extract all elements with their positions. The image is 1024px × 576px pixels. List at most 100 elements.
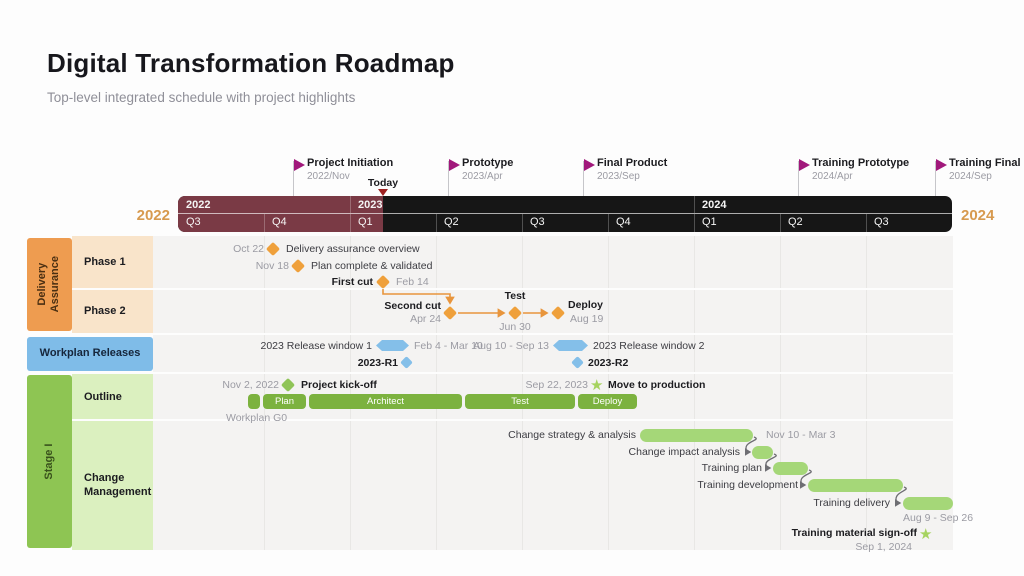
flag-date: 2022/Nov bbox=[307, 171, 350, 182]
release-window-range: Aug 10 - Sep 13 bbox=[473, 340, 549, 352]
stage1-label-column bbox=[72, 374, 153, 550]
flag-pole bbox=[798, 161, 799, 196]
task-bar[interactable] bbox=[903, 497, 953, 510]
today-label: Today bbox=[367, 177, 399, 189]
quarter-separator bbox=[608, 214, 609, 232]
flag-pole bbox=[583, 161, 584, 196]
row-label-change-mgmt: Change Management bbox=[84, 472, 152, 499]
group-workplan-label: Workplan Releases bbox=[39, 347, 141, 360]
release-milestone-label: 2023-R2 bbox=[588, 357, 629, 369]
gridline bbox=[264, 236, 265, 550]
flag-date: 2024/Apr bbox=[812, 171, 853, 182]
quarter-separator bbox=[780, 214, 781, 232]
flag-icon[interactable] bbox=[936, 159, 947, 171]
row-divider bbox=[72, 288, 953, 290]
page-title: Digital Transformation Roadmap bbox=[47, 48, 455, 78]
year-label: 2023 bbox=[358, 199, 383, 211]
quarter-separator bbox=[350, 214, 351, 232]
task-bar[interactable]: Architect bbox=[309, 394, 462, 409]
task-label: Training delivery bbox=[813, 497, 890, 509]
gridline bbox=[694, 236, 695, 550]
task-range: Aug 9 - Sep 26 bbox=[903, 512, 974, 524]
release-window-range: Feb 4 - Mar 10 bbox=[414, 340, 483, 352]
flag-icon[interactable] bbox=[799, 159, 810, 171]
gridline bbox=[436, 236, 437, 550]
task-label: Workplan G0 bbox=[226, 412, 288, 424]
timeline-elapsed-band bbox=[178, 196, 383, 232]
group-delivery-assurance[interactable]: Delivery Assurance bbox=[27, 238, 72, 331]
flag-date: 2024/Sep bbox=[949, 171, 992, 182]
task-range: Nov 10 - Mar 3 bbox=[766, 429, 836, 441]
flag-icon[interactable] bbox=[294, 159, 305, 171]
group-workplan-releases[interactable]: Workplan Releases bbox=[27, 337, 153, 371]
star-milestone-icon[interactable]: ★ bbox=[919, 526, 933, 543]
quarter-separator bbox=[436, 214, 437, 232]
gridline bbox=[780, 236, 781, 550]
task-bar[interactable] bbox=[640, 429, 753, 442]
page-subtitle: Top-level integrated schedule with proje… bbox=[47, 90, 356, 105]
release-window-label: 2023 Release window 1 bbox=[260, 340, 373, 352]
quarter-label: Q1 bbox=[702, 216, 717, 228]
group-stage1[interactable]: Stage I bbox=[27, 375, 72, 548]
row-label-phase1: Phase 1 bbox=[84, 256, 126, 268]
group-stage1-label: Stage I bbox=[42, 443, 55, 480]
milestone-label: First cut bbox=[331, 276, 373, 288]
delivery-label-column bbox=[72, 236, 153, 333]
outer-year-left: 2022 bbox=[136, 207, 170, 224]
row-divider bbox=[72, 419, 953, 421]
milestone-label: Delivery assurance overview bbox=[286, 243, 420, 255]
milestone-date: Sep 22, 2023 bbox=[525, 379, 588, 391]
milestone-label: Test bbox=[504, 290, 526, 302]
quarter-label: Q4 bbox=[272, 216, 287, 228]
row-label-phase2: Phase 2 bbox=[84, 305, 126, 317]
gridline bbox=[350, 236, 351, 550]
gridline bbox=[522, 236, 523, 550]
task-bar[interactable]: Deploy bbox=[578, 394, 637, 409]
milestone-date: Sep 1, 2024 bbox=[855, 541, 912, 553]
task-bar[interactable] bbox=[773, 462, 808, 475]
gridline bbox=[866, 236, 867, 550]
task-label: Training plan bbox=[701, 462, 762, 474]
task-bar[interactable] bbox=[808, 479, 903, 492]
milestone-label: Deploy bbox=[568, 299, 604, 311]
flag-date: 2023/Sep bbox=[597, 171, 640, 182]
quarter-separator bbox=[522, 214, 523, 232]
quarter-label: Q2 bbox=[788, 216, 803, 228]
flag-icon[interactable] bbox=[449, 159, 460, 171]
flag-label: Training Prototype bbox=[812, 157, 910, 169]
quarter-label: Q3 bbox=[874, 216, 889, 228]
quarter-label: Q2 bbox=[444, 216, 459, 228]
quarter-label: Q1 bbox=[358, 216, 373, 228]
milestone-label: Project kick-off bbox=[301, 379, 377, 391]
task-label: Change strategy & analysis bbox=[508, 429, 636, 441]
group-delivery-label: Delivery Assurance bbox=[36, 256, 62, 313]
release-milestone-label: 2023-R1 bbox=[357, 357, 398, 369]
quarter-label: Q3 bbox=[186, 216, 201, 228]
milestone-date: Aug 19 bbox=[570, 313, 604, 325]
row-label-outline: Outline bbox=[84, 391, 122, 403]
row-divider bbox=[22, 372, 953, 374]
flag-pole bbox=[293, 161, 294, 196]
flag-label: Final Product bbox=[597, 157, 668, 169]
flag-pole bbox=[448, 161, 449, 196]
milestone-date: Oct 22 bbox=[233, 243, 264, 255]
row-divider bbox=[22, 333, 953, 335]
milestone-date: Nov 2, 2022 bbox=[222, 379, 279, 391]
outer-year-right: 2024 bbox=[961, 207, 995, 224]
task-bar-workplan-g0[interactable] bbox=[248, 394, 260, 409]
milestone-label: Second cut bbox=[384, 300, 441, 312]
star-milestone-icon[interactable]: ★ bbox=[590, 377, 604, 394]
milestone-date: Apr 24 bbox=[410, 313, 441, 325]
task-bar[interactable]: Plan bbox=[263, 394, 306, 409]
release-window-bar[interactable] bbox=[376, 340, 409, 351]
flag-icon[interactable] bbox=[584, 159, 595, 171]
release-window-bar[interactable] bbox=[553, 340, 588, 351]
milestone-label: Training material sign-off bbox=[791, 527, 917, 539]
task-bar[interactable] bbox=[752, 446, 773, 459]
milestone-label: Plan complete & validated bbox=[311, 260, 433, 272]
quarter-separator bbox=[694, 214, 695, 232]
flag-label: Prototype bbox=[462, 157, 514, 169]
year-separator bbox=[350, 196, 351, 213]
milestone-date: Jun 30 bbox=[499, 321, 531, 333]
task-bar[interactable]: Test bbox=[465, 394, 575, 409]
